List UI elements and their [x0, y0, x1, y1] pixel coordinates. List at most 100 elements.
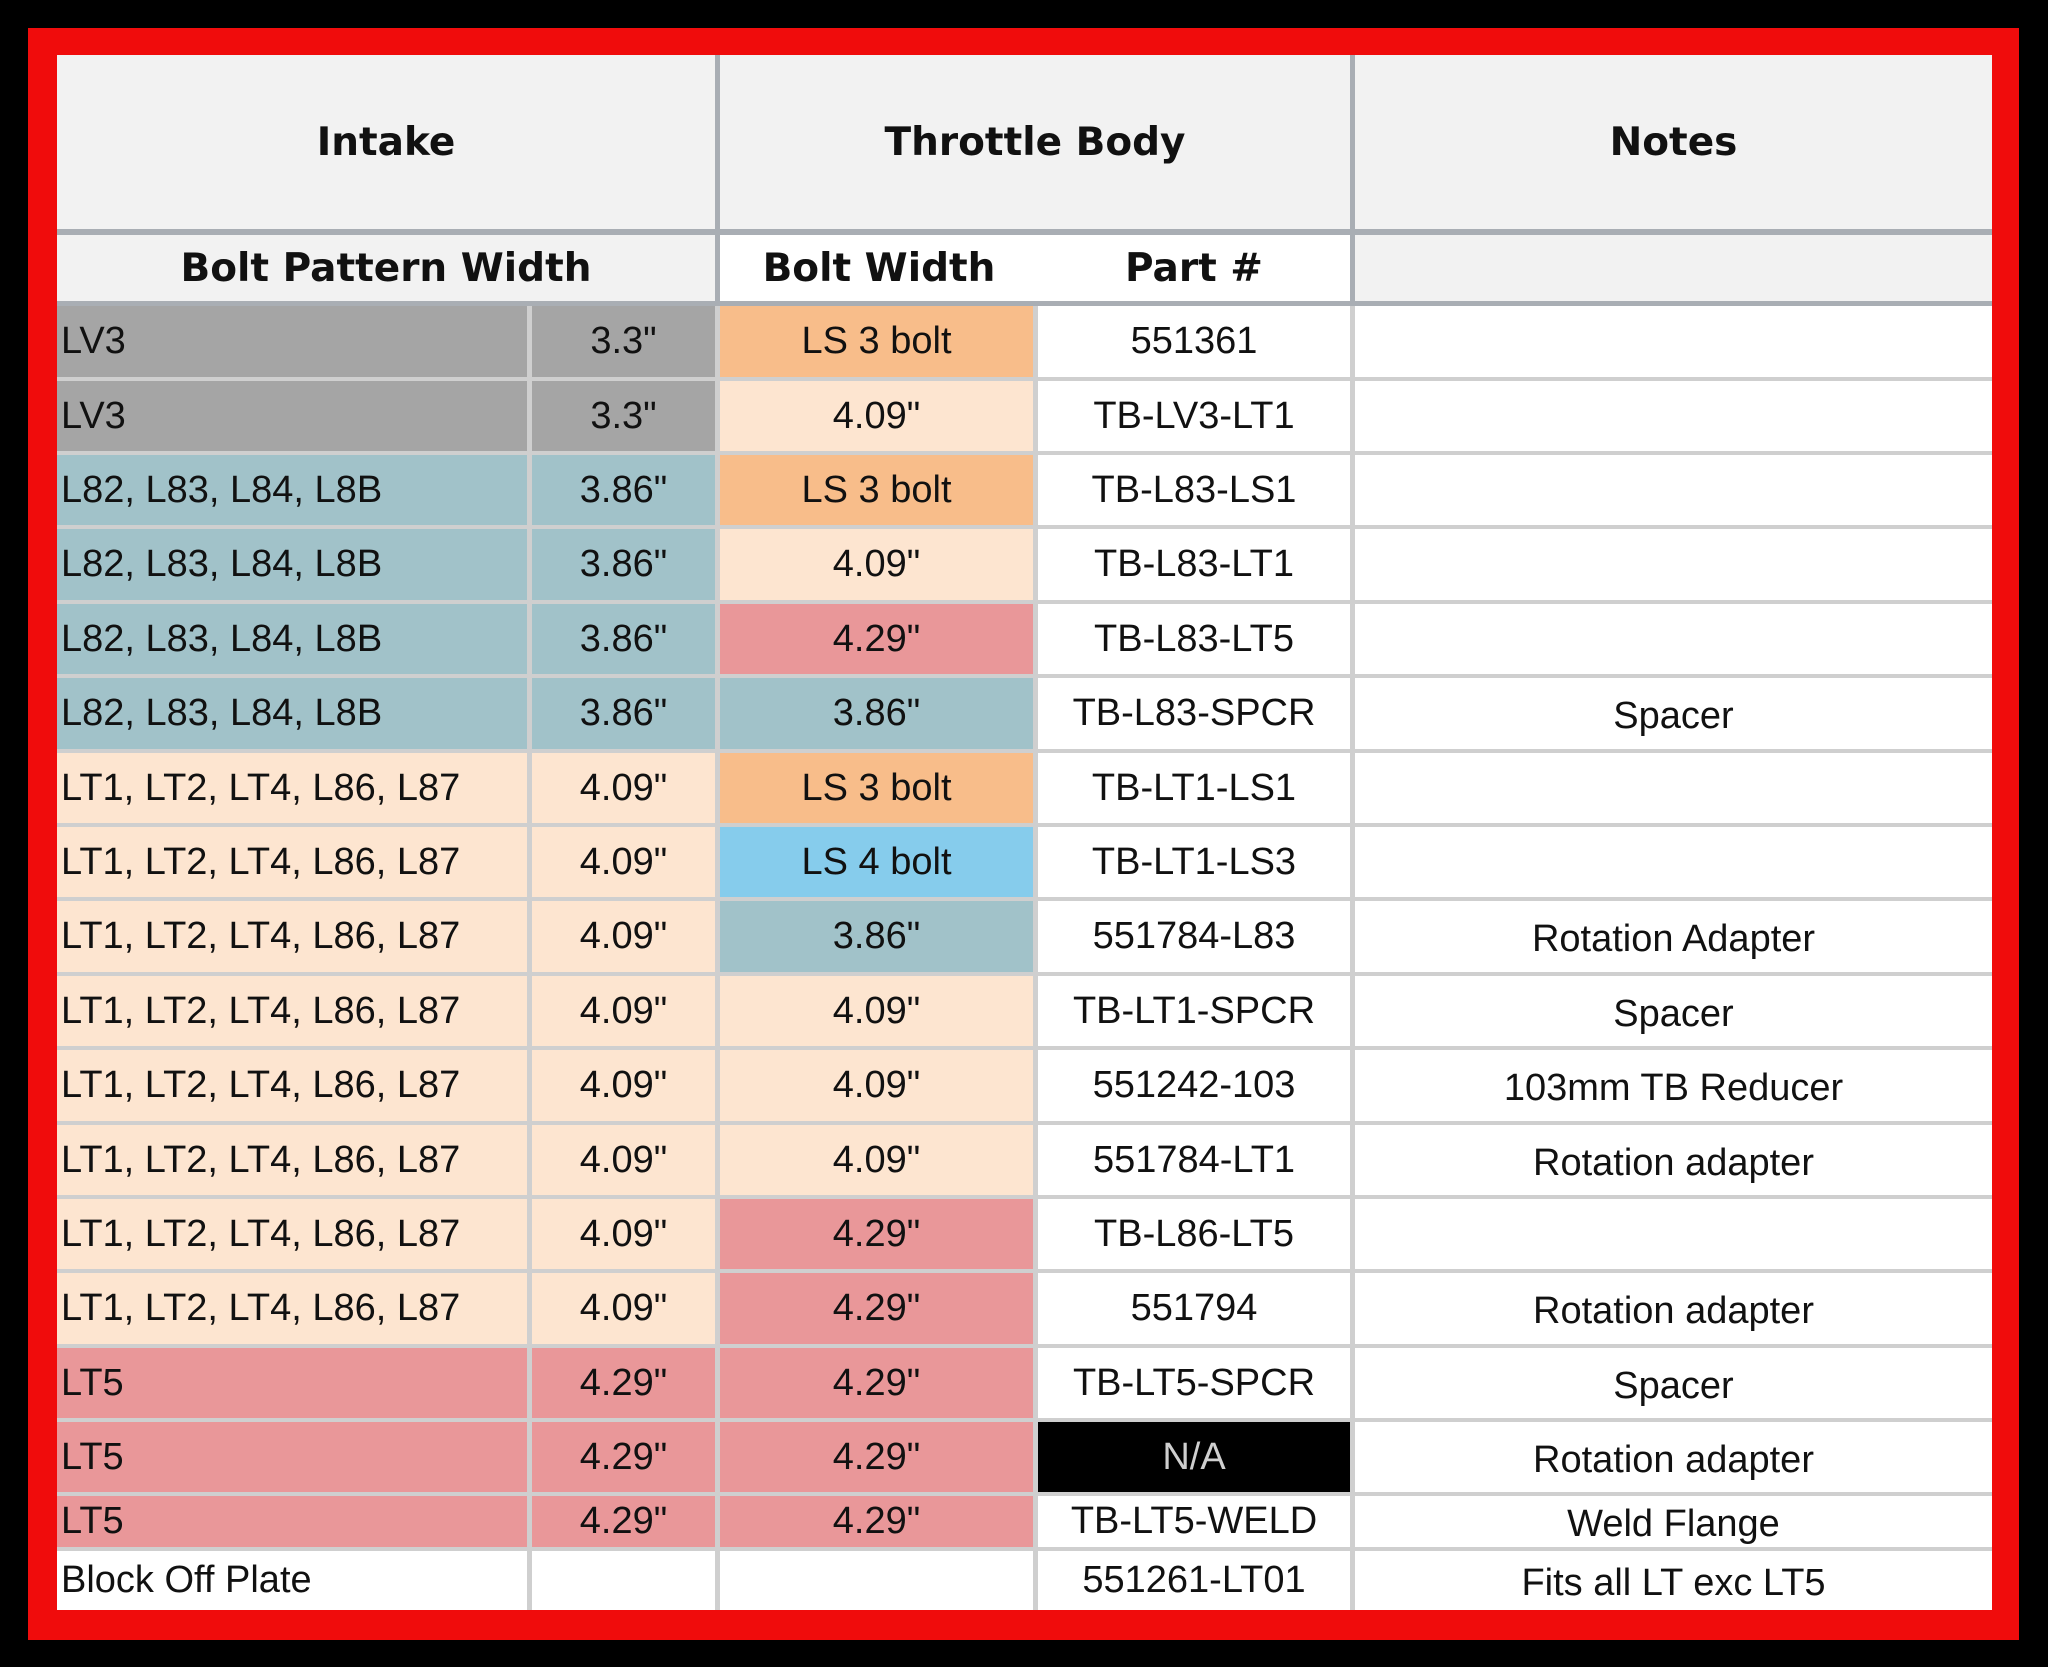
engine-cell: LT1, LT2, LT4, L86, L87	[57, 901, 527, 972]
bolt-width-cell: 4.09"	[720, 1050, 1033, 1121]
notes-cell	[1355, 1199, 1992, 1269]
header-vdivider	[1350, 55, 1355, 306]
engine-cell: L82, L83, L84, L8B	[57, 678, 527, 749]
part-number-cell: TB-L83-SPCR	[1038, 678, 1350, 749]
part-number-cell: TB-L86-LT5	[1038, 1199, 1350, 1269]
engine-cell: LT5	[57, 1422, 527, 1492]
part-number-cell: 551242-103	[1038, 1050, 1350, 1121]
bolt-pattern-cell: 4.09"	[532, 753, 715, 823]
notes-cell: Rotation adapter	[1355, 1125, 1992, 1195]
part-number-cell: 551784-L83	[1038, 901, 1350, 972]
notes-cell	[1355, 827, 1992, 897]
bolt-width-cell: 4.09"	[720, 976, 1033, 1046]
engine-cell: L82, L83, L84, L8B	[57, 455, 527, 525]
part-number-cell: TB-LT1-LS3	[1038, 827, 1350, 897]
engine-cell: LV3	[57, 306, 527, 377]
engine-cell: LT1, LT2, LT4, L86, L87	[57, 1125, 527, 1195]
bolt-pattern-cell: 4.09"	[532, 827, 715, 897]
part-number-cell: TB-L83-LT5	[1038, 604, 1350, 674]
notes-cell	[1355, 306, 1992, 377]
bolt-pattern-cell: 3.3"	[532, 306, 715, 377]
engine-cell: LT1, LT2, LT4, L86, L87	[57, 976, 527, 1046]
part-number-cell: TB-LT1-SPCR	[1038, 976, 1350, 1046]
bolt-width-cell: 4.09"	[720, 1125, 1033, 1195]
bolt-pattern-cell: 4.09"	[532, 1273, 715, 1344]
header-vdivider	[715, 55, 720, 306]
header-bolt-pattern-width: Bolt Pattern Width	[57, 235, 715, 302]
bolt-pattern-cell: 4.29"	[532, 1496, 715, 1547]
bolt-width-cell: 4.29"	[720, 1496, 1033, 1547]
bolt-width-cell: 4.29"	[720, 1199, 1033, 1269]
notes-cell: Spacer	[1355, 678, 1992, 749]
notes-cell	[1355, 455, 1992, 525]
engine-cell: LT1, LT2, LT4, L86, L87	[57, 1050, 527, 1121]
bolt-width-cell: 4.09"	[720, 529, 1033, 600]
bolt-width-cell: 3.86"	[720, 901, 1033, 972]
engine-cell: LT1, LT2, LT4, L86, L87	[57, 1273, 527, 1344]
compatibility-table: Intake Throttle Body Notes Bolt Pattern …	[57, 55, 1992, 1610]
header-notes-sub	[1355, 235, 1992, 302]
engine-cell: L82, L83, L84, L8B	[57, 529, 527, 600]
part-number-cell: N/A	[1038, 1422, 1350, 1492]
part-number-cell: TB-LV3-LT1	[1038, 381, 1350, 451]
notes-cell: Rotation adapter	[1355, 1273, 1992, 1344]
engine-cell: L82, L83, L84, L8B	[57, 604, 527, 674]
part-number-cell: TB-LT5-SPCR	[1038, 1348, 1350, 1418]
bolt-pattern-cell: 4.09"	[532, 1125, 715, 1195]
part-number-cell: 551361	[1038, 306, 1350, 377]
part-number-cell: TB-LT1-LS1	[1038, 753, 1350, 823]
notes-cell: 103mm TB Reducer	[1355, 1050, 1992, 1121]
bolt-pattern-cell: 3.86"	[532, 678, 715, 749]
notes-cell: Spacer	[1355, 976, 1992, 1046]
bolt-pattern-cell: 3.86"	[532, 455, 715, 525]
bolt-pattern-cell	[532, 1551, 715, 1610]
notes-cell	[1355, 381, 1992, 451]
engine-cell: LT5	[57, 1348, 527, 1418]
bolt-pattern-cell: 3.86"	[532, 529, 715, 600]
bolt-pattern-cell: 4.29"	[532, 1348, 715, 1418]
notes-cell: Rotation adapter	[1355, 1422, 1992, 1492]
bolt-width-cell: 4.09"	[720, 381, 1033, 451]
header-part-number: Part #	[1038, 235, 1350, 302]
bolt-width-cell: 3.86"	[720, 678, 1033, 749]
part-number-cell: 551261-LT01	[1038, 1551, 1350, 1610]
bolt-width-cell: 4.29"	[720, 1348, 1033, 1418]
bolt-pattern-cell: 4.29"	[532, 1422, 715, 1492]
part-number-cell: TB-L83-LT1	[1038, 529, 1350, 600]
header-intake: Intake	[57, 55, 715, 230]
header-notes: Notes	[1355, 55, 1992, 230]
notes-cell: Fits all LT exc LT5	[1355, 1551, 1992, 1610]
bolt-pattern-cell: 4.09"	[532, 1050, 715, 1121]
notes-cell	[1355, 529, 1992, 600]
engine-cell: LT1, LT2, LT4, L86, L87	[57, 827, 527, 897]
notes-cell	[1355, 604, 1992, 674]
engine-cell: LT1, LT2, LT4, L86, L87	[57, 1199, 527, 1269]
bolt-pattern-cell: 4.09"	[532, 1199, 715, 1269]
header-throttle-body: Throttle Body	[720, 55, 1350, 230]
part-number-cell: TB-LT5-WELD	[1038, 1496, 1350, 1547]
bolt-pattern-cell: 3.86"	[532, 604, 715, 674]
notes-cell: Weld Flange	[1355, 1496, 1992, 1547]
bolt-width-cell	[720, 1551, 1033, 1610]
part-number-cell: 551784-LT1	[1038, 1125, 1350, 1195]
engine-cell: LT5	[57, 1496, 527, 1547]
bolt-width-cell: 4.29"	[720, 604, 1033, 674]
part-number-cell: TB-L83-LS1	[1038, 455, 1350, 525]
bolt-pattern-cell: 4.09"	[532, 976, 715, 1046]
notes-cell: Rotation Adapter	[1355, 901, 1992, 972]
bolt-pattern-cell: 4.09"	[532, 901, 715, 972]
engine-cell: LT1, LT2, LT4, L86, L87	[57, 753, 527, 823]
header-divider-bottom	[57, 301, 1992, 306]
bolt-pattern-cell: 3.3"	[532, 381, 715, 451]
bolt-width-cell: 4.29"	[720, 1422, 1033, 1492]
notes-cell	[1355, 753, 1992, 823]
engine-cell: LV3	[57, 381, 527, 451]
bolt-width-cell: LS 3 bolt	[720, 306, 1033, 377]
header-divider	[57, 229, 1992, 235]
bolt-width-cell: LS 4 bolt	[720, 827, 1033, 897]
bolt-width-cell: 4.29"	[720, 1273, 1033, 1344]
bolt-width-cell: LS 3 bolt	[720, 753, 1033, 823]
engine-cell: Block Off Plate	[57, 1551, 527, 1610]
part-number-cell: 551794	[1038, 1273, 1350, 1344]
header-bolt-width: Bolt Width	[720, 235, 1038, 302]
